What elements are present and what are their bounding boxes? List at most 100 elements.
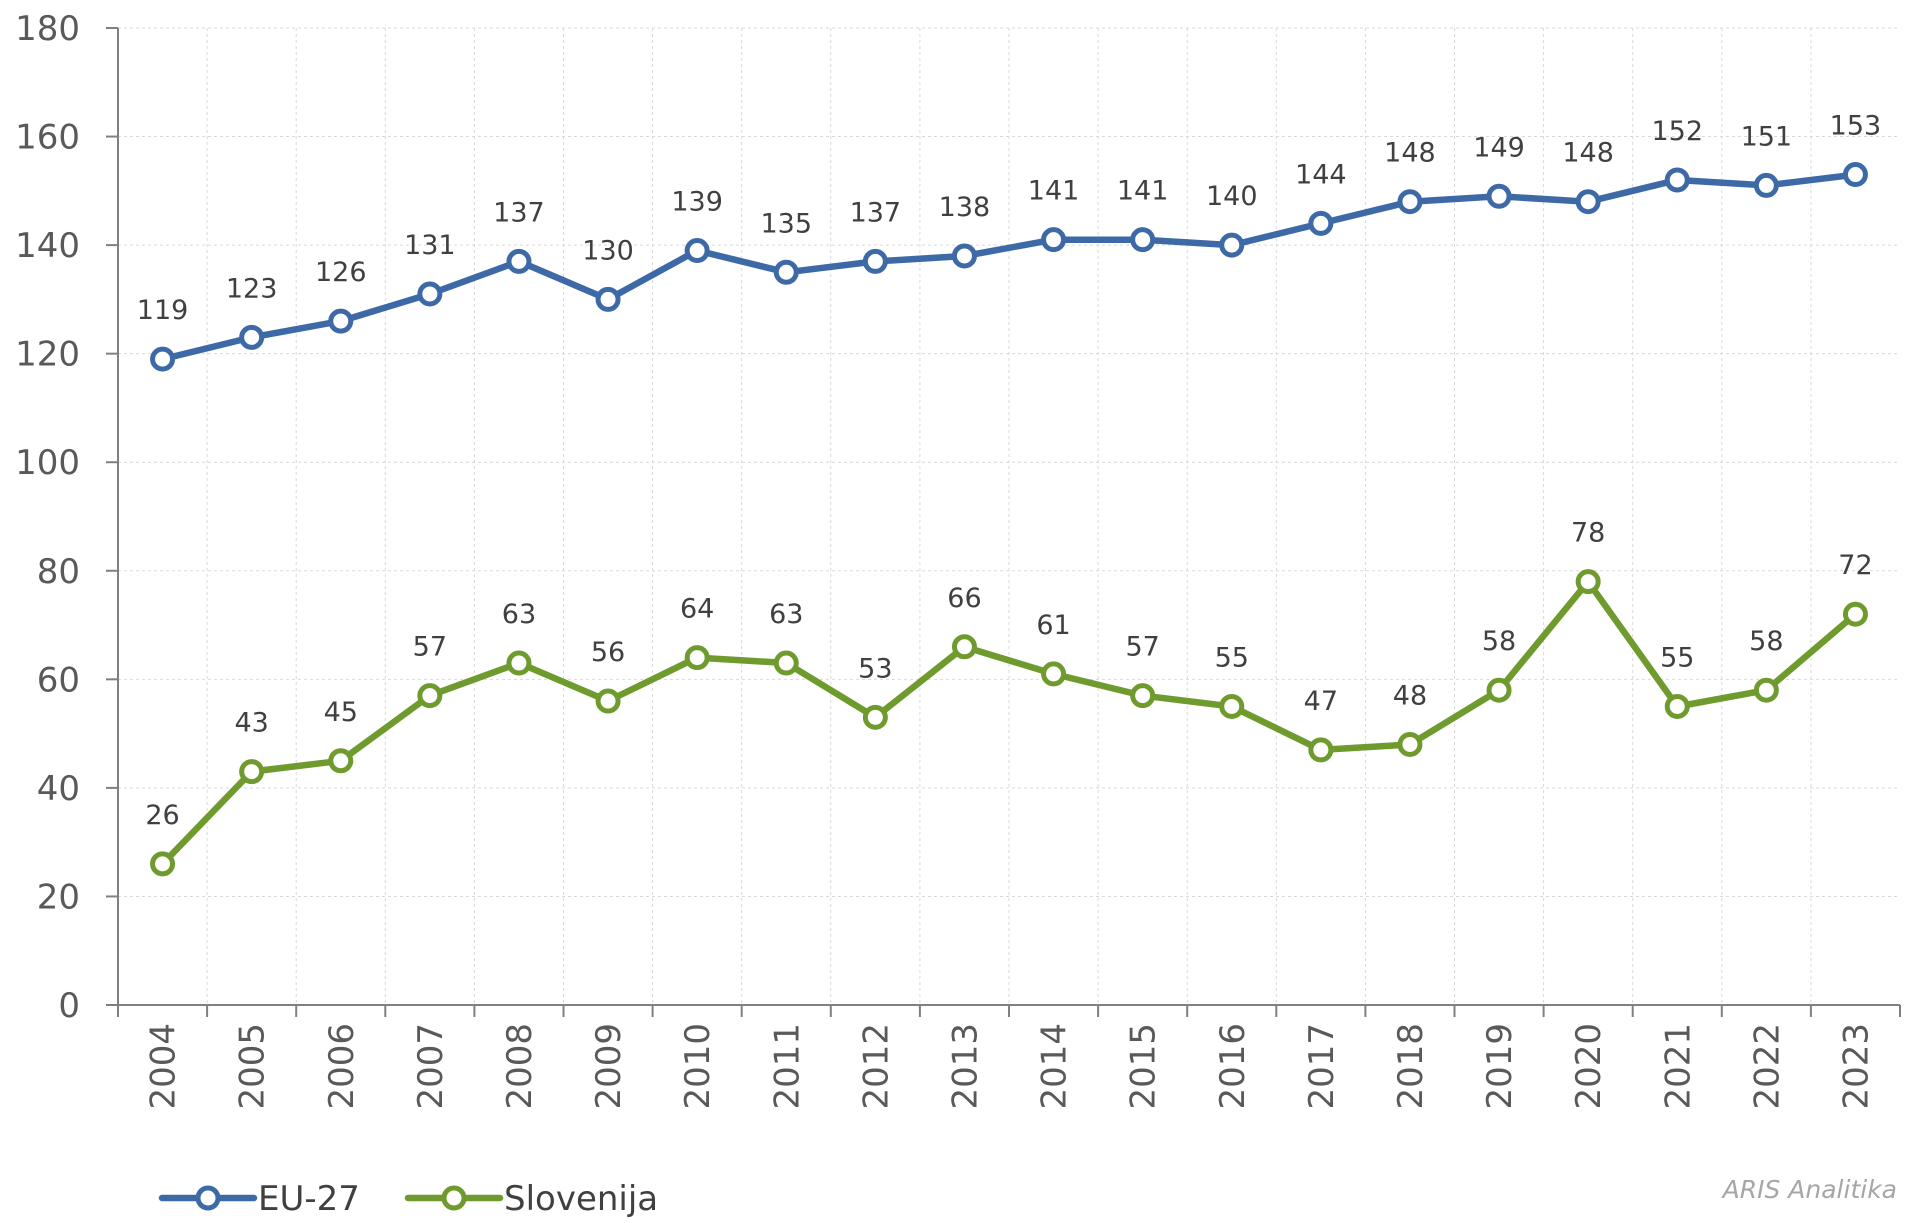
- y-tick-label: 20: [37, 877, 80, 917]
- legend: EU-27 Slovenija: [158, 1179, 658, 1219]
- data-label: 138: [939, 192, 991, 223]
- data-label: 149: [1473, 132, 1525, 163]
- axes: [106, 27, 1901, 1017]
- data-label: 78: [1571, 518, 1605, 549]
- data-point: [150, 851, 176, 877]
- data-point: [595, 688, 621, 714]
- y-tick-label: 100: [15, 443, 80, 483]
- data-label: 119: [137, 295, 189, 326]
- data-point: [1397, 189, 1423, 215]
- data-point: [1486, 677, 1512, 703]
- y-tick-labels: 0 20 40 60 80 100 120 140 160 180: [15, 9, 80, 1026]
- x-tick-label: 2005: [233, 1023, 273, 1110]
- data-point: [684, 645, 710, 671]
- data-point: [1753, 677, 1779, 703]
- data-point: [1130, 227, 1156, 253]
- data-label: 130: [582, 235, 634, 266]
- data-label: 53: [858, 653, 892, 684]
- data-label: 45: [324, 697, 358, 728]
- data-label: 61: [1036, 610, 1070, 641]
- data-point: [951, 634, 977, 660]
- data-point: [1575, 189, 1601, 215]
- data-label: 131: [404, 230, 456, 261]
- data-point: [239, 759, 265, 785]
- data-point: [773, 259, 799, 285]
- data-label: 148: [1384, 138, 1436, 169]
- data-label: 141: [1028, 176, 1080, 207]
- x-tick-label: 2018: [1391, 1023, 1431, 1110]
- data-label: 135: [760, 208, 812, 239]
- watermark: ARIS Analitika: [1721, 1175, 1897, 1204]
- x-tick-label: 2010: [678, 1023, 718, 1110]
- y-tick-label: 40: [37, 769, 80, 809]
- data-label: 56: [591, 637, 625, 668]
- legend-swatch-marker: [195, 1185, 221, 1211]
- data-label: 137: [850, 197, 902, 228]
- data-point: [506, 650, 532, 676]
- x-tick-label: 2004: [144, 1023, 184, 1110]
- series-line-1: [159, 578, 1859, 868]
- y-tick-label: 0: [58, 986, 80, 1026]
- data-point: [1753, 172, 1779, 198]
- grid-lines: [118, 27, 1900, 1005]
- data-point: [417, 281, 443, 307]
- data-label: 57: [413, 632, 447, 663]
- data-label: 151: [1741, 121, 1793, 152]
- data-point: [773, 650, 799, 676]
- x-tick-label: 2012: [856, 1023, 896, 1110]
- x-tick-label: 2009: [589, 1023, 629, 1110]
- series-line-0: [159, 171, 1859, 363]
- x-tick-labels: 2004 2005 2006 2007 2008 2009 2010 2011 2012 2013…: [144, 1023, 1877, 1110]
- legend-swatch-marker: [441, 1185, 467, 1211]
- data-label: 144: [1295, 159, 1347, 190]
- data-label: 64: [680, 594, 714, 625]
- data-point: [1219, 232, 1245, 258]
- data-label: 55: [1660, 642, 1694, 673]
- data-label: 57: [1125, 632, 1159, 663]
- data-point: [506, 248, 532, 274]
- data-point: [1130, 683, 1156, 709]
- y-tick-label: 60: [37, 660, 80, 700]
- y-tick-label: 160: [15, 118, 80, 158]
- data-label: 137: [493, 197, 545, 228]
- x-tick-label: 2022: [1747, 1023, 1787, 1110]
- data-label: 140: [1206, 181, 1258, 212]
- x-tick-label: 2014: [1035, 1023, 1075, 1110]
- data-point: [1486, 183, 1512, 209]
- data-point: [239, 324, 265, 350]
- data-point: [1041, 227, 1067, 253]
- data-label: 123: [226, 273, 278, 304]
- data-label: 47: [1304, 686, 1338, 717]
- data-point: [150, 346, 176, 372]
- data-point: [1575, 569, 1601, 595]
- data-label: 55: [1215, 642, 1249, 673]
- data-label: 58: [1482, 626, 1516, 657]
- x-tick-label: 2021: [1658, 1023, 1698, 1110]
- data-label: 43: [234, 708, 268, 739]
- y-tick-label: 140: [15, 226, 80, 266]
- x-tick-label: 2017: [1302, 1023, 1342, 1110]
- x-tick-label: 2013: [945, 1023, 985, 1110]
- legend-label: Slovenija: [504, 1179, 658, 1219]
- data-point: [1308, 210, 1334, 236]
- data-point: [328, 308, 354, 334]
- data-label: 72: [1838, 550, 1872, 581]
- series-lines: [150, 162, 1868, 877]
- y-tick-label: 80: [37, 552, 80, 592]
- data-point: [1842, 601, 1868, 627]
- data-point: [862, 704, 888, 730]
- data-label: 48: [1393, 680, 1427, 711]
- x-tick-label: 2008: [500, 1023, 540, 1110]
- data-point: [862, 248, 888, 274]
- x-tick-label: 2006: [322, 1023, 362, 1110]
- data-label: 26: [145, 800, 179, 831]
- data-point: [951, 243, 977, 269]
- data-label: 66: [947, 583, 981, 614]
- data-label: 126: [315, 257, 367, 288]
- x-tick-label: 2016: [1213, 1023, 1253, 1110]
- x-tick-label: 2007: [411, 1023, 451, 1110]
- data-point: [1397, 731, 1423, 757]
- data-labels: 119 123 126 131 137 130 139 135 137 138 141 141 140 1…: [137, 111, 1881, 831]
- data-point: [1308, 737, 1334, 763]
- data-label: 148: [1562, 138, 1614, 169]
